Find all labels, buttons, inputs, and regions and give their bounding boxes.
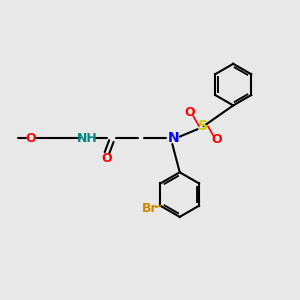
Text: S: S [199, 119, 208, 133]
Text: Br: Br [142, 202, 158, 215]
Text: N: N [168, 131, 180, 145]
Text: O: O [212, 133, 222, 146]
Text: O: O [102, 152, 112, 165]
Text: NH: NH [77, 132, 98, 145]
Text: O: O [26, 132, 36, 145]
Text: O: O [185, 106, 195, 119]
